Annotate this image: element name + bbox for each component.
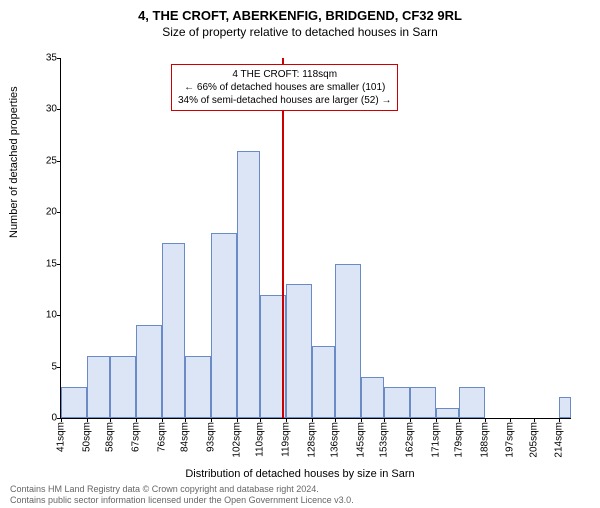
x-tick-label: 145sqm [355, 422, 366, 458]
reference-line [282, 58, 284, 418]
x-tick-label: 110sqm [254, 422, 265, 457]
footer-line1: Contains HM Land Registry data © Crown c… [10, 484, 354, 495]
histogram-bar [384, 387, 410, 418]
y-tick-mark [57, 264, 61, 265]
x-tick-mark [410, 418, 411, 422]
x-tick-mark [260, 418, 261, 422]
histogram-bar [185, 356, 211, 418]
x-tick-mark [211, 418, 212, 422]
x-tick-mark [361, 418, 362, 422]
x-tick-label: 50sqm [81, 422, 92, 452]
x-tick-mark [136, 418, 137, 422]
x-tick-mark [510, 418, 511, 422]
x-axis-label: Distribution of detached houses by size … [0, 468, 600, 480]
chart-title: 4, THE CROFT, ABERKENFIG, BRIDGEND, CF32… [0, 8, 600, 23]
x-tick-label: 119sqm [280, 422, 291, 457]
footer-attribution: Contains HM Land Registry data © Crown c… [10, 484, 354, 506]
x-tick-label: 128sqm [306, 422, 317, 458]
footer-line2: Contains public sector information licen… [10, 495, 354, 506]
x-tick-label: 162sqm [404, 422, 415, 458]
x-tick-label: 93sqm [205, 422, 216, 452]
y-tick-mark [57, 58, 61, 59]
histogram-bar [410, 387, 436, 418]
annotation-box: 4 THE CROFT: 118sqm ← 66% of detached ho… [171, 64, 398, 111]
x-tick-mark [559, 418, 560, 422]
x-tick-label: 41sqm [56, 422, 67, 452]
x-tick-label: 214sqm [554, 422, 565, 458]
histogram-bar [162, 243, 185, 418]
x-tick-label: 171sqm [430, 422, 441, 458]
x-tick-label: 205sqm [528, 422, 539, 458]
plot-area: 0510152025303541sqm50sqm58sqm67sqm76sqm8… [60, 58, 571, 419]
x-tick-label: 67sqm [130, 422, 141, 452]
y-tick-mark [57, 109, 61, 110]
x-tick-label: 136sqm [329, 422, 340, 458]
chart-subtitle: Size of property relative to detached ho… [0, 25, 600, 39]
histogram-bar [237, 151, 260, 418]
x-tick-label: 179sqm [453, 422, 464, 458]
x-tick-label: 188sqm [479, 422, 490, 458]
histogram-bar [559, 397, 571, 418]
histogram-bar [335, 264, 361, 418]
x-tick-mark [61, 418, 62, 422]
histogram-bar [110, 356, 136, 418]
x-tick-mark [110, 418, 111, 422]
histogram-bar [87, 356, 110, 418]
x-tick-mark [335, 418, 336, 422]
histogram-bar [459, 387, 485, 418]
x-tick-mark [485, 418, 486, 422]
histogram-bar [361, 377, 384, 418]
x-tick-mark [162, 418, 163, 422]
x-tick-mark [534, 418, 535, 422]
x-tick-mark [237, 418, 238, 422]
y-axis-label: Number of detached properties [8, 86, 20, 238]
x-tick-label: 153sqm [378, 422, 389, 458]
y-tick-mark [57, 315, 61, 316]
annotation-line1: 4 THE CROFT: 118sqm [178, 68, 391, 81]
histogram-bar [286, 284, 312, 418]
histogram-bar [312, 346, 335, 418]
y-tick-mark [57, 161, 61, 162]
histogram-bar [61, 387, 87, 418]
x-tick-label: 84sqm [179, 422, 190, 452]
x-tick-mark [312, 418, 313, 422]
annotation-line2: ← 66% of detached houses are smaller (10… [178, 81, 391, 94]
x-tick-mark [459, 418, 460, 422]
x-tick-mark [87, 418, 88, 422]
x-tick-label: 197sqm [505, 422, 516, 458]
x-tick-mark [185, 418, 186, 422]
x-tick-label: 102sqm [231, 422, 242, 458]
x-tick-label: 76sqm [156, 422, 167, 452]
y-tick-mark [57, 367, 61, 368]
x-tick-mark [436, 418, 437, 422]
annotation-line3: 34% of semi-detached houses are larger (… [178, 94, 391, 107]
x-tick-label: 58sqm [104, 422, 115, 452]
x-tick-mark [286, 418, 287, 422]
y-tick-mark [57, 212, 61, 213]
x-tick-mark [384, 418, 385, 422]
histogram-bar [436, 408, 459, 418]
histogram-bar [136, 325, 162, 418]
histogram-bar [211, 233, 237, 418]
chart-container: 4, THE CROFT, ABERKENFIG, BRIDGEND, CF32… [0, 8, 600, 508]
